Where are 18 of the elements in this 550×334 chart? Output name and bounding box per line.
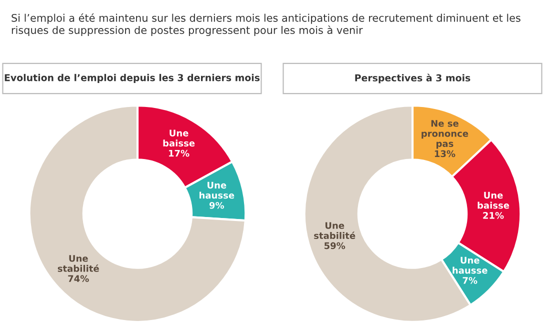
slice-label: Une stabilité <box>58 255 99 272</box>
data-label: 9% <box>209 202 224 209</box>
data-label: 17% <box>169 150 190 157</box>
data-label: 59% <box>324 242 346 250</box>
slice-label: Une baisse <box>478 192 510 209</box>
data-label: 13% <box>434 150 456 158</box>
data-label: 74% <box>68 275 89 282</box>
text: Si l’emploi a été maintenu sur les derniers mois les anticipations de recrutement diminuent et les risques de suppression de postes progressent pour les mois à venir <box>12 13 520 36</box>
data-label: 7% <box>462 277 478 284</box>
slice-label: Une hausse <box>452 256 488 274</box>
slice-label: Ne se prononce pas <box>422 120 468 149</box>
chart-title: Perspectives à 3 mois <box>355 74 470 84</box>
slice-label: Une stabilité <box>314 222 356 240</box>
slice-label: Une baisse <box>163 130 195 147</box>
data-label: 21% <box>483 212 504 219</box>
donut-slice <box>28 104 246 323</box>
chart-title: Evolution de l’emploi depuis les 3 derniers mois <box>4 74 260 84</box>
slice-label: Une hausse <box>200 182 234 199</box>
